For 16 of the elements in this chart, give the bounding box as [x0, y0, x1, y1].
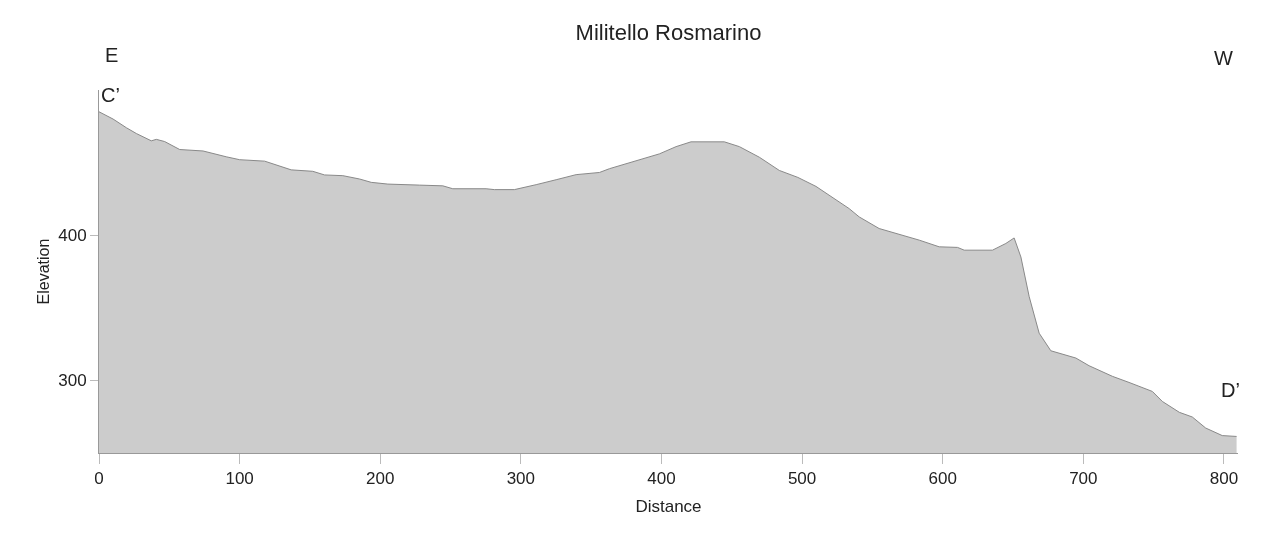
text: W [1214, 47, 1233, 69]
x-tick-label: 0 [94, 469, 104, 489]
x-tick-label: 600 [928, 469, 957, 489]
x-tick-label: 300 [506, 469, 536, 489]
text: E [105, 44, 119, 66]
x-tick-label: 700 [1069, 469, 1098, 489]
x-tick-label: 200 [366, 469, 395, 489]
x-tick-label: 800 [1209, 469, 1239, 489]
x-axis-title: Distance [635, 496, 702, 516]
x-tick-label: 100 [225, 469, 254, 489]
annotation: C’ [101, 84, 120, 106]
annotation: D’ [1221, 379, 1240, 401]
x-tick-label: 400 [647, 469, 676, 489]
x-tick-label: 500 [787, 469, 817, 489]
chart-title: Militello Rosmarino [575, 19, 762, 45]
y-axis-title: Elevation [35, 238, 53, 305]
